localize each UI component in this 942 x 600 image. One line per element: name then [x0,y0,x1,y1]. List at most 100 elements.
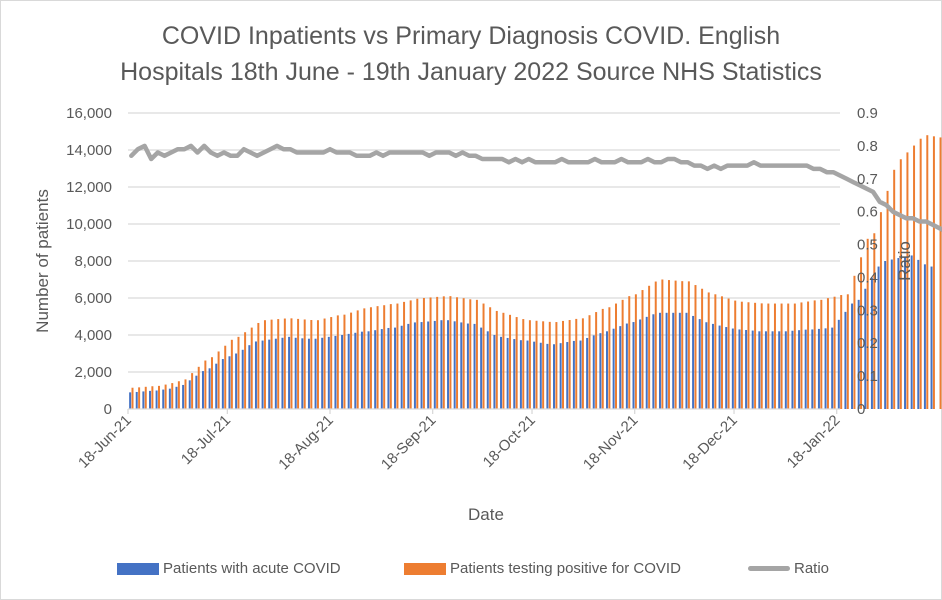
bar-positive [376,306,379,409]
bar-acute [778,331,781,409]
bar-positive [270,319,273,409]
bar-positive [833,296,836,409]
bar-acute [910,255,913,409]
bar-acute [440,320,443,409]
bar-positive [853,275,856,409]
bar-acute [586,337,589,409]
bar-positive [482,303,485,409]
y2-tick-label: 0.1 [857,368,878,385]
bar-positive [462,298,465,409]
bar-positive [164,384,167,409]
y-tick-label: 2,000 [74,364,112,381]
bar-positive [608,307,611,409]
legend-item-ratio: Ratio [748,560,829,577]
bar-acute [725,327,728,409]
bar-acute [274,338,277,409]
bar-positive [767,303,770,409]
y2-tick-label: 0.6 [857,204,878,221]
y2-tick-label: 0.8 [857,138,878,155]
legend-swatch-ratio [748,566,790,571]
bar-positive [416,298,419,409]
legend: Patients with acute COVID Patients testi… [0,560,942,580]
bar-positive [502,312,505,409]
y-tick-label: 0 [104,401,112,418]
bar-positive [707,292,710,409]
bar-acute [553,344,555,409]
bar-positive [197,366,200,409]
bar-positive [939,137,942,410]
y2-tick-label: 0.9 [857,105,878,122]
bar-positive [886,190,889,409]
bar-acute [341,335,344,409]
bar-acute [890,259,893,409]
bar-acute [301,338,304,409]
axes: 0 2,000 4,000 6,000 8,000 10,000 12,000 14,000 1… [66,105,878,473]
bar-positive [641,290,644,409]
bar-positive [429,297,432,409]
y-axis-title: Number of patients [33,189,52,333]
bar-positive [694,285,697,409]
x-tick-label: 18-Jul-21 [178,412,234,468]
bar-acute [261,340,264,409]
bar-positive [542,321,545,409]
bar-acute [652,314,655,409]
bar-positive [575,318,578,409]
legend-swatch-positive [404,562,446,575]
bar-acute [413,322,416,409]
bar-acute [420,322,423,409]
bar-positive [820,299,823,409]
bar-acute [314,338,317,409]
bar-positive [350,312,353,409]
bar-acute [804,329,807,409]
bar-positive [230,339,233,409]
bar-acute [400,325,403,409]
bar-acute [884,261,887,409]
bar-acute [572,340,575,409]
bar-acute [738,329,741,409]
bar-acute [592,335,595,409]
bar-positive [793,303,796,409]
bar-acute [447,320,450,409]
bar-positive [840,295,843,409]
y-tick-label: 16,000 [66,105,112,122]
bar-positive [873,233,876,409]
bar-acute [221,359,224,409]
bar-acute [917,259,920,409]
bar-positive [773,303,776,409]
bar-acute [877,266,880,409]
bar-positive [469,299,472,409]
bar-positive [177,381,180,409]
bar-acute [254,341,257,409]
legend-item-acute: Patients with acute COVID [117,560,341,577]
bar-acute [685,312,688,409]
bar-acute [188,380,191,409]
bar-positive [926,135,929,409]
bar-positive [740,301,743,409]
y-tick-label: 10,000 [66,216,112,233]
bar-acute [228,356,231,409]
bar-acute [711,323,714,409]
bar-acute [824,328,827,409]
bar-acute [791,330,794,409]
bar-positive [866,238,869,409]
bar-positive [422,298,425,409]
bar-positive [495,310,498,409]
bars [129,135,942,410]
y-tick-label: 6,000 [74,290,112,307]
bar-acute [678,312,681,409]
bar-acute [162,389,165,409]
bar-acute [347,333,350,409]
bar-acute [513,339,516,409]
y2-tick-label: 0.3 [857,302,878,319]
y2-tick-label: 0.2 [857,335,878,352]
bar-acute [367,331,370,409]
x-tick-label: 18-Oct-21 [480,412,539,471]
bar-positive [846,294,849,409]
bar-acute [129,392,132,409]
x-tick-label: 18-Sep-21 [378,412,440,474]
bar-acute [182,384,185,409]
bar-positive [760,303,763,409]
bar-acute [857,299,860,409]
bar-acute [705,322,708,409]
